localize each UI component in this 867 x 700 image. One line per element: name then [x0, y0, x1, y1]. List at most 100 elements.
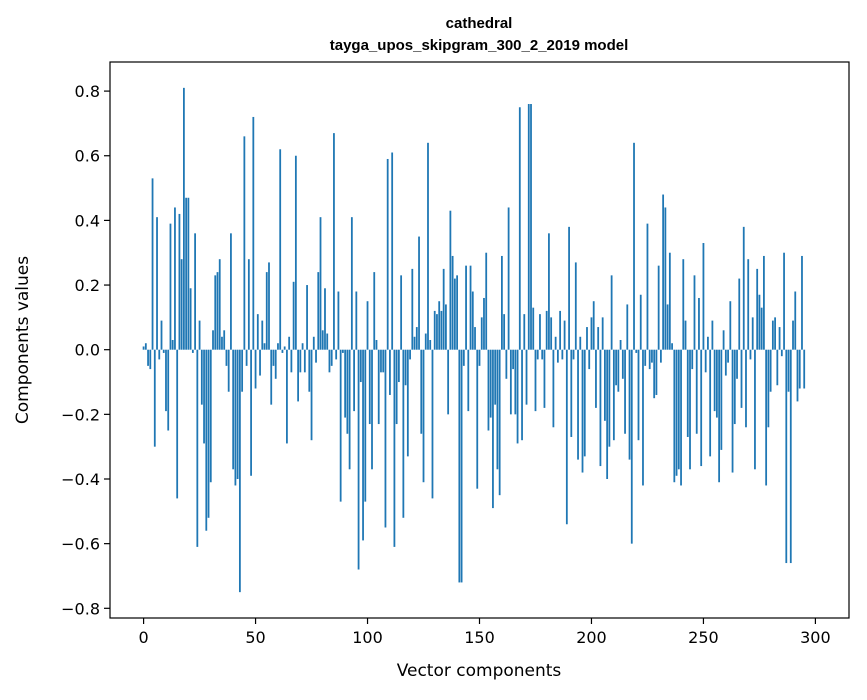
bar — [796, 349, 799, 402]
bar — [180, 259, 183, 350]
bar — [167, 349, 170, 431]
bar — [453, 278, 456, 350]
bar — [445, 304, 447, 350]
bar — [333, 133, 335, 350]
bar — [754, 349, 756, 470]
bar — [335, 349, 338, 360]
bar — [265, 272, 268, 350]
bar — [174, 207, 176, 350]
bar — [671, 343, 673, 350]
bar — [346, 349, 349, 434]
bar — [456, 275, 458, 350]
bar — [489, 349, 492, 418]
bar — [308, 349, 311, 392]
bar — [212, 330, 214, 350]
bar — [709, 349, 712, 457]
bar — [339, 349, 342, 502]
bar — [373, 272, 376, 350]
bar — [160, 320, 163, 350]
bar — [668, 252, 671, 350]
bar — [530, 104, 532, 350]
bar — [758, 294, 761, 350]
bar — [176, 349, 179, 499]
bar — [225, 349, 228, 366]
bar — [789, 349, 792, 564]
bar — [458, 349, 461, 583]
bar — [765, 349, 768, 486]
bar — [353, 349, 355, 412]
bar — [245, 349, 248, 366]
bar — [673, 349, 676, 483]
bar — [165, 349, 167, 412]
bar — [371, 349, 373, 470]
bar — [230, 233, 232, 350]
bar — [259, 349, 261, 376]
bar — [532, 307, 535, 350]
bar — [733, 349, 736, 425]
bar — [247, 259, 250, 350]
bar — [496, 349, 499, 470]
bar — [722, 330, 725, 350]
bar — [552, 349, 555, 428]
bar — [637, 349, 640, 441]
bar — [507, 207, 510, 350]
bar — [243, 136, 246, 350]
bar — [288, 336, 291, 350]
bar — [644, 349, 647, 366]
bar — [427, 142, 429, 350]
bar — [702, 243, 705, 350]
bar — [617, 349, 620, 392]
bars-group — [142, 87, 806, 593]
bar — [279, 149, 282, 350]
bar — [608, 349, 611, 447]
bar — [485, 252, 488, 350]
bar — [498, 349, 501, 496]
bar — [476, 349, 479, 489]
bar — [655, 349, 658, 395]
bar — [763, 255, 765, 350]
bar — [778, 327, 781, 350]
bar — [301, 343, 304, 350]
bar — [543, 349, 546, 408]
bar — [187, 197, 190, 350]
bar — [362, 349, 364, 541]
bar — [460, 349, 463, 583]
bar — [355, 291, 358, 350]
bar — [521, 349, 523, 441]
bar — [366, 301, 369, 350]
bar — [440, 310, 443, 350]
bar — [749, 349, 752, 360]
bar — [438, 301, 441, 350]
x-tick-label: 0 — [138, 628, 148, 647]
bar — [751, 317, 754, 350]
bar — [675, 349, 678, 476]
bar — [395, 349, 398, 425]
bar — [700, 349, 703, 467]
bar — [492, 349, 494, 509]
bar — [550, 317, 553, 350]
bar — [342, 349, 344, 353]
bar — [606, 349, 609, 479]
bar — [756, 268, 759, 350]
bar — [400, 275, 403, 350]
bar — [169, 223, 172, 350]
bar — [610, 275, 613, 350]
bar — [261, 320, 264, 350]
bar — [523, 314, 526, 350]
bar — [411, 268, 414, 350]
bar — [330, 349, 333, 366]
bar — [465, 265, 467, 350]
bar — [214, 275, 217, 350]
bar — [686, 349, 689, 437]
bar — [662, 194, 665, 350]
bar — [252, 116, 255, 350]
x-tick-label: 100 — [352, 628, 383, 647]
bar — [720, 349, 723, 450]
bar — [232, 349, 235, 470]
bar — [397, 349, 400, 383]
bar — [646, 223, 649, 350]
bar — [375, 340, 378, 350]
bar — [281, 349, 284, 353]
bar — [760, 307, 763, 350]
